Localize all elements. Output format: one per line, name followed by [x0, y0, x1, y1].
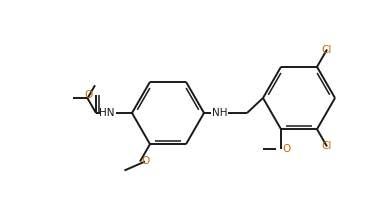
- Text: NH: NH: [212, 108, 228, 118]
- Text: O: O: [282, 144, 290, 154]
- Text: Cl: Cl: [322, 141, 332, 152]
- Text: HN: HN: [99, 108, 114, 118]
- Text: Cl: Cl: [322, 44, 332, 55]
- Text: O: O: [141, 157, 149, 166]
- Text: O: O: [85, 90, 93, 100]
